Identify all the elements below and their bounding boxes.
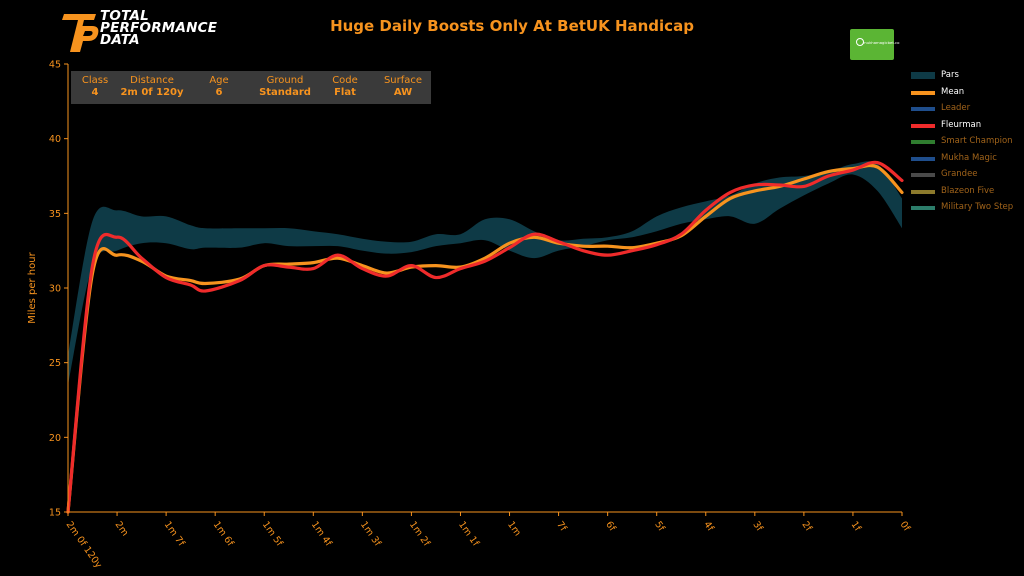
x-tick-label: 1m 7f (162, 519, 187, 549)
x-tick-label: 0f (898, 519, 913, 534)
legend-item[interactable]: Military Two Step (911, 202, 1024, 219)
legend-swatch (911, 189, 935, 194)
legend-swatch (911, 107, 935, 111)
legend-item[interactable]: Pars (911, 70, 1024, 87)
y-tick-label: 20 (49, 433, 61, 444)
y-tick-label: 35 (49, 209, 61, 220)
x-tick-label: 6f (603, 519, 618, 534)
x-tick-label: 2m (113, 519, 131, 538)
info-value: 6 (215, 87, 223, 98)
info-code: Code Flat (325, 75, 365, 99)
total-performance-data-logo: TOTAL PERFORMANCE DATA (62, 8, 232, 54)
y-tick-label: 30 (49, 284, 61, 295)
info-ground: Ground Standard (253, 75, 317, 99)
axes-layer: 15 20 25 30 35 40 45 2m 0f 120y 2m 1m 7f 1m 6f 1m 5… (49, 60, 912, 571)
legend-label: Mean (941, 86, 965, 97)
sponsor-badge[interactable]: mukhamagicbet.co (850, 29, 899, 60)
legend-swatch (911, 140, 935, 144)
sponsor-dot-icon (856, 38, 864, 46)
logo-line-3: DATA (100, 32, 140, 48)
y-tick-label: 15 (49, 508, 61, 519)
info-surface: Surface AW (379, 75, 427, 99)
legend-item[interactable]: Mean (911, 87, 1024, 104)
x-tick-label: 2f (799, 519, 814, 534)
chart-title: Huge Daily Boosts Only At BetUK Handicap (330, 17, 694, 35)
tp-logo-icon (62, 14, 99, 52)
x-tick-label: 1m 1f (456, 519, 481, 549)
x-tick-label: 1m (505, 519, 523, 538)
legend-swatch (911, 206, 935, 210)
legend-label: Fleurman (941, 119, 982, 130)
info-class: Class 4 (77, 75, 113, 99)
logo-line-1: TOTAL (100, 8, 149, 24)
x-tick-label: 4f (701, 519, 716, 534)
series-line-mean (66, 163, 904, 514)
legend-item[interactable]: Blazeon Five (911, 186, 1024, 203)
pars-band (68, 161, 902, 386)
legend-label: Smart Champion (941, 136, 1013, 146)
legend-label: Pars (941, 70, 959, 80)
legend-label: Blazeon Five (941, 185, 995, 196)
legend-label: Grandee (941, 169, 978, 179)
legend-item[interactable]: Leader (911, 103, 1024, 120)
logo-line-2: PERFORMANCE (100, 20, 218, 36)
pars-band-layer (68, 161, 902, 386)
info-age: Age 6 (201, 75, 237, 99)
x-tick-label: 1m 3f (358, 519, 383, 549)
race-info-box: Class 4 Distance 2m 0f 120y Age 6 Ground… (71, 71, 431, 104)
y-axis-label: Miles per hour (27, 251, 38, 323)
y-tick-label: 25 (49, 358, 61, 369)
info-value: 4 (91, 87, 99, 98)
info-label: Surface (383, 75, 423, 86)
x-tick-label: 5f (652, 519, 667, 534)
chart-legend: Pars Mean Leader Fleurman Smart Champion Mukh… (911, 70, 1024, 219)
info-value: AW (393, 87, 413, 98)
info-label: Class (81, 75, 109, 86)
info-value: Flat (334, 87, 356, 98)
legend-swatch (911, 156, 935, 161)
x-tick-label: 1m 2f (407, 519, 432, 549)
legend-swatch (911, 72, 935, 79)
legend-swatch (911, 90, 935, 95)
y-tick-label: 45 (49, 60, 61, 71)
legend-swatch (911, 123, 935, 128)
x-tick-label: 3f (750, 519, 765, 534)
sponsor-text: mukhamagicbet.co (863, 40, 900, 45)
series-line-fleurman (66, 160, 904, 514)
legend-label: Leader (941, 103, 971, 113)
legend-label: Military Two Step (941, 202, 1014, 212)
info-label: Ground (266, 75, 304, 86)
info-label: Code (332, 75, 358, 86)
x-tick-label: 1m 5f (260, 519, 285, 549)
x-tick-label: 1m 4f (309, 519, 334, 549)
x-tick-label: 1m 6f (211, 519, 236, 549)
x-tick-label: 1f (848, 519, 863, 534)
legend-item[interactable]: Smart Champion (911, 136, 1024, 153)
x-tick-label: 2m 0f 120y (64, 519, 104, 570)
info-value: Standard (259, 87, 311, 98)
legend-item[interactable]: Grandee (911, 169, 1024, 186)
legend-label: Mukha Magic (941, 152, 997, 163)
info-value: 2m 0f 120y (120, 87, 184, 98)
info-label: Age (209, 75, 229, 86)
legend-swatch (911, 173, 935, 177)
x-tick-label: 7f (554, 519, 569, 534)
series-lines-layer (66, 160, 904, 514)
y-tick-label: 40 (49, 134, 61, 145)
legend-item[interactable]: Mukha Magic (911, 153, 1024, 170)
info-distance: Distance 2m 0f 120y (117, 75, 187, 99)
legend-item[interactable]: Fleurman (911, 120, 1024, 137)
info-label: Distance (130, 75, 174, 86)
